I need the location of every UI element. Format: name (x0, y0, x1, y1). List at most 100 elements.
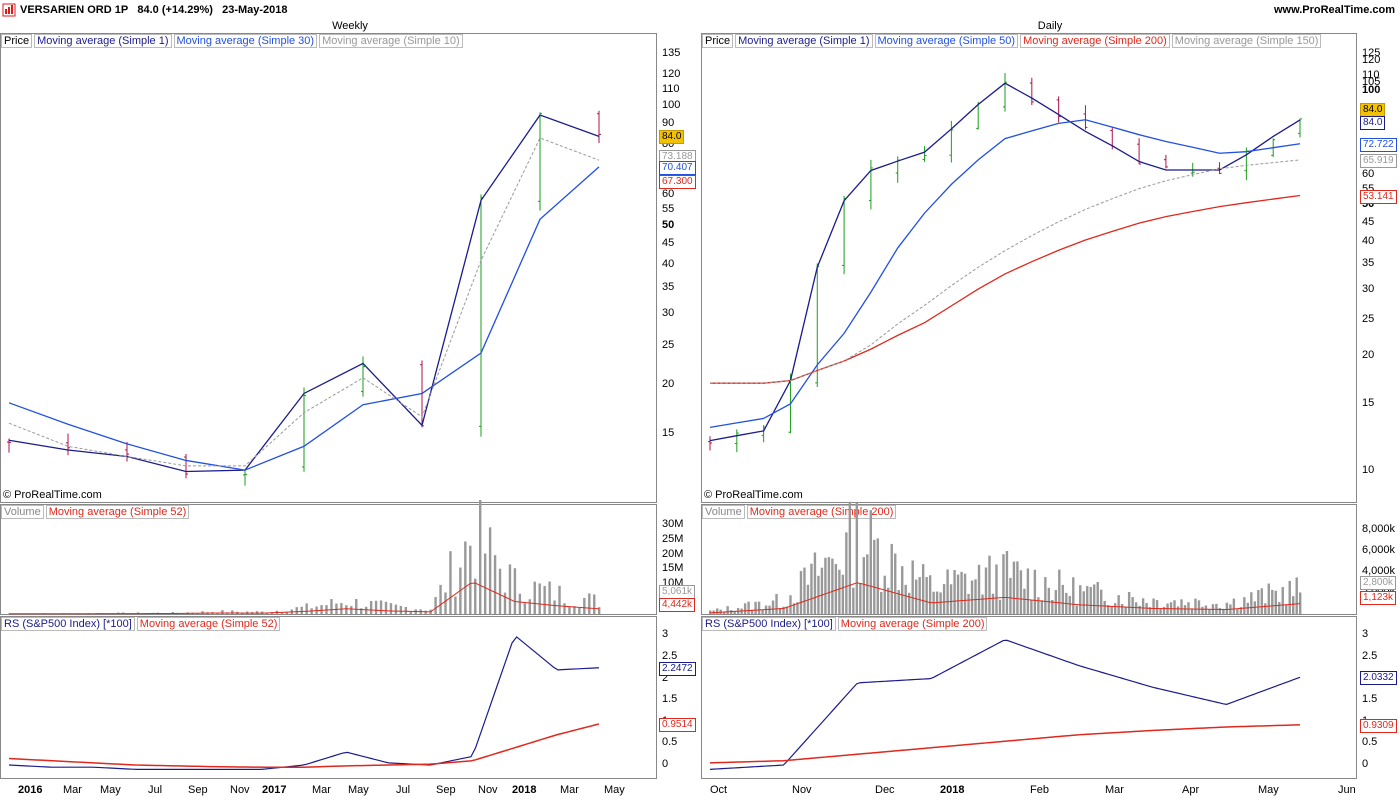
volume-bar (255, 611, 259, 614)
volume-bar (295, 607, 298, 614)
volume-bar (977, 564, 981, 614)
weekly-rs-chart[interactable] (1, 631, 656, 778)
volume-bar (1096, 582, 1099, 614)
daily-rs-panel[interactable] (701, 616, 1357, 779)
price-tick-label: 50 (662, 219, 675, 232)
weekly-volume-panel[interactable] (0, 504, 657, 615)
volume-bar (583, 597, 586, 614)
time-tick-label: Sep (188, 784, 208, 796)
volume-bar (1134, 602, 1138, 614)
volume-bar (883, 575, 886, 614)
volume-bar (568, 606, 571, 614)
rs-moving-average (709, 724, 1301, 764)
volume-bar (1141, 598, 1145, 614)
price-tick-label: 25 (1362, 312, 1375, 325)
price-tick-label: 60 (1362, 168, 1375, 181)
volume-bar (573, 606, 576, 614)
legend-price[interactable]: Price (1, 34, 33, 48)
volume-bar (1047, 587, 1051, 614)
daily-price-chart[interactable] (702, 48, 1356, 488)
value-tag-navy: 2.2472 (659, 661, 696, 676)
volume-bar (984, 567, 988, 614)
legend-ma1[interactable]: Moving average (Simple 1) (34, 34, 172, 48)
last-price: 84.0 (137, 4, 159, 16)
volume-bar (782, 606, 785, 614)
time-tick-label: 2016 (18, 784, 43, 796)
volume-bar (757, 601, 761, 614)
volume-bar (300, 606, 303, 614)
legend-vol-ma200[interactable]: Moving average (Simple 200) (746, 505, 897, 519)
value-tag-blue: 70.407 (659, 160, 696, 175)
legend-vol-ma52[interactable]: Moving average (Simple 52) (45, 505, 190, 519)
legend-ma50[interactable]: Moving average (Simple 50) (874, 34, 1019, 48)
legend-volume[interactable]: Volume (702, 505, 745, 519)
legend-volume[interactable]: Volume (1, 505, 44, 519)
legend-ma1[interactable]: Moving average (Simple 1) (735, 34, 873, 48)
legend-ma150[interactable]: Moving average (Simple 150) (1171, 34, 1322, 48)
volume-bar (1281, 587, 1284, 614)
volume-bar (799, 571, 803, 614)
volume-bar (285, 612, 289, 614)
daily-volume-chart[interactable] (702, 501, 1356, 614)
price-tick-label: 30 (1362, 282, 1375, 295)
volume-bar (533, 581, 536, 614)
volume-bar (963, 573, 967, 614)
time-tick-label: 2018 (940, 784, 965, 796)
volume-bar (1169, 602, 1173, 614)
weekly-title: Weekly (332, 20, 368, 32)
price-tick-label: 120 (1362, 54, 1381, 67)
price-tick-label: 45 (1362, 215, 1375, 228)
time-tick-label: Nov (478, 784, 498, 796)
weekly-rs-panel[interactable] (0, 616, 657, 779)
volume-bar (518, 593, 522, 614)
price-tick-label: 15 (662, 427, 675, 440)
weekly-price-chart[interactable] (1, 48, 656, 488)
volume-bar (1103, 600, 1106, 614)
daily-price-panel[interactable] (701, 33, 1357, 503)
volume-bar (409, 611, 412, 614)
time-tick-label: May (604, 784, 625, 796)
volume-bar (330, 599, 333, 614)
volume-bar (852, 587, 855, 614)
daily-volume-panel[interactable] (701, 504, 1357, 615)
volume-bar (866, 554, 869, 614)
rs-tick-label: 0.5 (1362, 736, 1378, 749)
volume-bar (424, 610, 427, 614)
volume-bar (887, 587, 890, 614)
value-tag-red: 67.300 (659, 174, 696, 189)
rs-tick-label: 0.5 (662, 736, 678, 749)
daily-rs-chart[interactable] (702, 631, 1356, 778)
legend-ma200[interactable]: Moving average (Simple 200) (1020, 34, 1170, 48)
value-tag-price: 84.0 (659, 130, 685, 145)
legend-price[interactable]: Price (702, 34, 734, 48)
legend-rs[interactable]: RS (S&P500 Index) [*100] (702, 617, 836, 631)
weekly-volume-chart[interactable] (1, 499, 656, 615)
volume-bar (1246, 602, 1250, 614)
time-tick-label: Mar (63, 784, 82, 796)
volume-bar (894, 553, 897, 614)
volume-bar (553, 600, 556, 614)
volume-bar (907, 592, 911, 614)
price-tick-label: 40 (662, 257, 675, 270)
legend-ma10[interactable]: Moving average (Simple 10) (319, 34, 463, 48)
time-tick-label: Feb (1030, 784, 1049, 796)
volume-bar (1288, 580, 1291, 614)
legend-rs[interactable]: RS (S&P500 Index) [*100] (1, 617, 135, 631)
rs-tick-label: 2 (662, 671, 669, 684)
legend-ma30[interactable]: Moving average (Simple 30) (173, 34, 318, 48)
site-link[interactable]: www.ProRealTime.com (1273, 4, 1395, 16)
volume-bar (1243, 597, 1246, 614)
legend-rs-ma52[interactable]: Moving average (Simple 52) (136, 617, 281, 631)
value-tag-blue: 72.722 (1360, 137, 1397, 152)
volume-bar (827, 557, 831, 614)
volume-bar (1190, 608, 1194, 614)
volume-bar (1106, 605, 1110, 614)
price-tick-label: 25 (662, 338, 675, 351)
volume-bar (1257, 590, 1260, 614)
volume-bar (1278, 602, 1281, 614)
legend-rs-ma200[interactable]: Moving average (Simple 200) (837, 617, 988, 631)
weekly-price-panel[interactable] (0, 33, 657, 503)
volume-bar (404, 607, 408, 614)
volume-bar (1117, 595, 1120, 614)
volume-bar (904, 584, 907, 614)
